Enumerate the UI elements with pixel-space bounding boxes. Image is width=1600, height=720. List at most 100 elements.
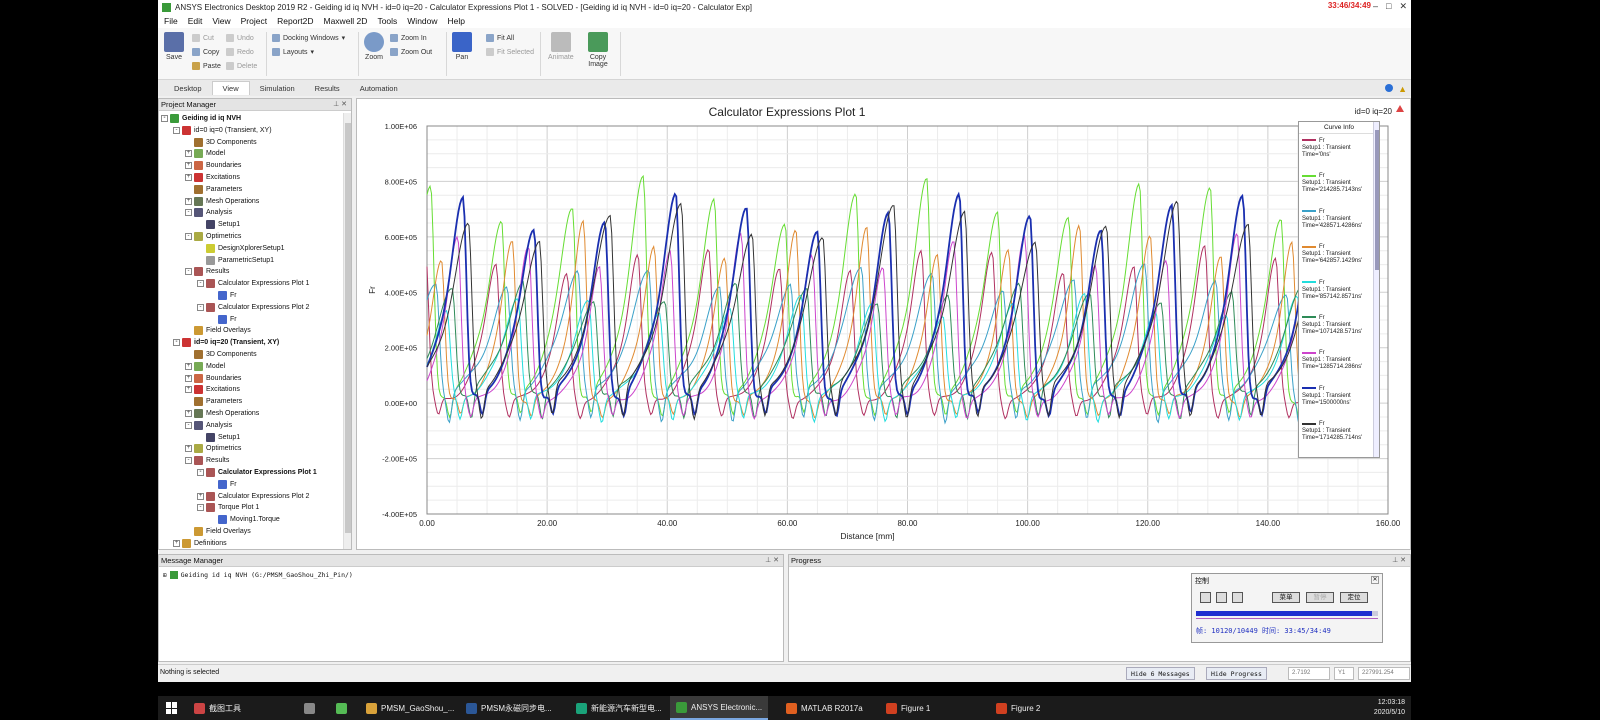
tree-item[interactable]: 3D Components xyxy=(185,137,257,148)
taskbar-item[interactable]: MATLAB R2017a xyxy=(780,696,869,720)
series-line[interactable] xyxy=(426,280,1317,421)
tree-item[interactable]: ParametricSetup1 xyxy=(197,255,274,266)
taskbar-item[interactable] xyxy=(330,696,353,720)
expand-icon[interactable]: + xyxy=(173,539,180,547)
tab-automation[interactable]: Automation xyxy=(359,83,398,93)
taskbar-item[interactable] xyxy=(298,696,321,720)
legend-entry[interactable]: Fr Setup1 : Transient Time='1500000ns' xyxy=(1302,386,1378,407)
legend-entry[interactable]: Fr Setup1 : Transient Time='642857.1429ns' xyxy=(1302,244,1378,265)
tree-item[interactable]: - id=0 iq=20 (Transient, XY) xyxy=(173,337,279,348)
project-tree-scrollbar[interactable] xyxy=(343,113,351,549)
collapse-icon[interactable]: - xyxy=(197,303,204,311)
series-line[interactable] xyxy=(426,244,1316,420)
menu-item-help[interactable]: Help xyxy=(447,16,465,26)
legend-entry[interactable]: Fr Setup1 : Transient Time='0ns' xyxy=(1302,138,1378,159)
help-icon[interactable] xyxy=(1385,84,1393,92)
tree-item[interactable]: - id=0 iq=0 (Transient, XY) xyxy=(173,125,272,136)
curve-info-legend[interactable]: Curve Info Fr Setup1 : Transient Time='0ns… xyxy=(1298,121,1380,458)
legend-scrollbar[interactable] xyxy=(1373,122,1379,457)
next-frame-button[interactable] xyxy=(1232,592,1243,603)
tree-item[interactable]: + Excitations xyxy=(185,172,240,183)
taskbar-item[interactable]: Figure 2 xyxy=(990,696,1046,720)
animate-button[interactable]: Animate xyxy=(548,32,574,61)
menu-item-view[interactable]: View xyxy=(212,16,231,26)
tree-item[interactable]: - Optimetrics xyxy=(185,231,241,242)
playback-progress-bar[interactable] xyxy=(1196,611,1378,616)
tree-item[interactable]: Fr xyxy=(209,290,237,301)
collapse-icon[interactable]: - xyxy=(173,126,180,134)
message-row[interactable]: ⊞ Geiding id iq NVH (G:/PMSM_GaoShou_Zhi… xyxy=(163,571,353,579)
tree-item[interactable]: - Calculator Expressions Plot 1 xyxy=(197,278,309,289)
tree-item[interactable]: Field Overlays xyxy=(185,325,251,336)
redo-button[interactable]: Redo xyxy=(226,48,254,56)
pin-close-icons[interactable]: ⊥ ✕ xyxy=(765,557,779,564)
tree-item[interactable]: - Calculator Expressions Plot 1 xyxy=(197,467,317,478)
legend-entry[interactable]: Fr Setup1 : Transient Time='428571.4286ns' xyxy=(1302,209,1378,230)
minimize-icon[interactable]: – xyxy=(1373,1,1379,11)
pin-close-icons[interactable]: ⊥ ✕ xyxy=(333,101,347,108)
pan-button[interactable]: Pan xyxy=(452,32,472,61)
tree-item[interactable]: - Results xyxy=(185,266,229,277)
taskbar-item[interactable]: PMSM_GaoShou_... xyxy=(360,696,460,720)
layouts-button[interactable]: Layouts ▾ xyxy=(272,48,314,56)
series-line[interactable] xyxy=(426,232,1317,421)
tree-item[interactable]: Setup1 xyxy=(197,219,240,230)
collapse-icon[interactable]: - xyxy=(185,233,192,240)
tab-view[interactable]: View xyxy=(211,81,250,95)
expand-icon[interactable]: ⊞ xyxy=(163,571,167,579)
collapse-icon[interactable]: - xyxy=(185,268,192,276)
tree-item[interactable]: Field Overlays xyxy=(185,526,251,537)
tree-item[interactable]: DesignXplorerSetup1 xyxy=(197,243,285,254)
close-icon[interactable]: ✕ xyxy=(1371,576,1379,584)
copy-button[interactable]: Copy xyxy=(192,48,219,56)
taskbar-item[interactable]: 新能源汽车新型电... xyxy=(570,696,668,720)
maximize-icon[interactable]: □ xyxy=(1386,1,1392,11)
expand-icon[interactable]: + xyxy=(185,150,192,158)
tree-item[interactable]: - Calculator Expressions Plot 2 xyxy=(197,302,309,313)
collapse-icon[interactable]: - xyxy=(185,421,192,429)
tree-item[interactable]: + Calculator Expressions Plot 2 xyxy=(197,491,309,502)
save-button[interactable]: Save xyxy=(164,32,184,61)
expand-icon[interactable]: + xyxy=(185,162,192,170)
pause-button[interactable]: 暂停 xyxy=(1306,592,1334,603)
docking-windows-button[interactable]: Docking Windows ▾ xyxy=(272,34,345,42)
collapse-icon[interactable]: - xyxy=(173,339,180,347)
legend-scroll-thumb[interactable] xyxy=(1375,130,1379,270)
tree-item[interactable]: + Model xyxy=(185,148,225,159)
locate-button[interactable]: 定位 xyxy=(1340,592,1368,603)
legend-entry[interactable]: Fr Setup1 : Transient Time='214285.7143ns' xyxy=(1302,173,1378,194)
tab-results[interactable]: Results xyxy=(314,83,340,93)
expand-icon[interactable]: + xyxy=(185,386,192,394)
tree-item[interactable]: + Excitations xyxy=(185,384,240,395)
menu-item-window[interactable]: Window xyxy=(407,16,438,26)
expand-icon[interactable]: + xyxy=(185,410,192,417)
tab-simulation[interactable]: Simulation xyxy=(259,83,295,93)
tree-item[interactable]: - Torque Plot 1 xyxy=(197,502,259,513)
tree-item[interactable]: - Results xyxy=(185,455,229,466)
fit-selected-button[interactable]: Fit Selected xyxy=(486,48,534,56)
collapse-icon[interactable]: - xyxy=(185,457,192,465)
legend-entry[interactable]: Fr Setup1 : Transient Time='1714285.714ns' xyxy=(1302,421,1378,442)
collapse-icon[interactable]: - xyxy=(161,115,168,122)
tree-item[interactable]: - Analysis xyxy=(185,420,232,431)
tree-item[interactable]: Setup1 xyxy=(197,432,240,443)
menu-button[interactable]: 菜单 xyxy=(1272,592,1300,603)
scroll-thumb[interactable] xyxy=(345,123,351,533)
menu-item-maxwell-2d[interactable]: Maxwell 2D xyxy=(323,16,368,26)
xy-plot[interactable]: 0.00 20.00 40.00 60.00 80.00 100.00 120.00 140.… xyxy=(357,99,1411,551)
warning-icon[interactable]: ▲ xyxy=(1398,84,1407,94)
close-icon[interactable]: ✕ xyxy=(1399,1,1407,11)
menu-item-tools[interactable]: Tools xyxy=(377,16,398,26)
fit-all-button[interactable]: Fit All xyxy=(486,34,514,42)
tree-item[interactable]: Parameters xyxy=(185,396,242,407)
expand-icon[interactable]: + xyxy=(185,374,192,382)
menu-item-file[interactable]: File xyxy=(164,16,178,26)
delete-button[interactable]: Delete xyxy=(226,62,257,70)
tab-desktop[interactable]: Desktop xyxy=(174,83,202,93)
tree-item[interactable]: Fr xyxy=(209,479,237,490)
expand-icon[interactable]: + xyxy=(185,174,192,181)
legend-entry[interactable]: Fr Setup1 : Transient Time='1285714.286ns' xyxy=(1302,350,1378,371)
expand-icon[interactable]: + xyxy=(185,197,192,205)
collapse-icon[interactable]: - xyxy=(197,504,204,512)
expand-icon[interactable]: + xyxy=(185,445,192,453)
